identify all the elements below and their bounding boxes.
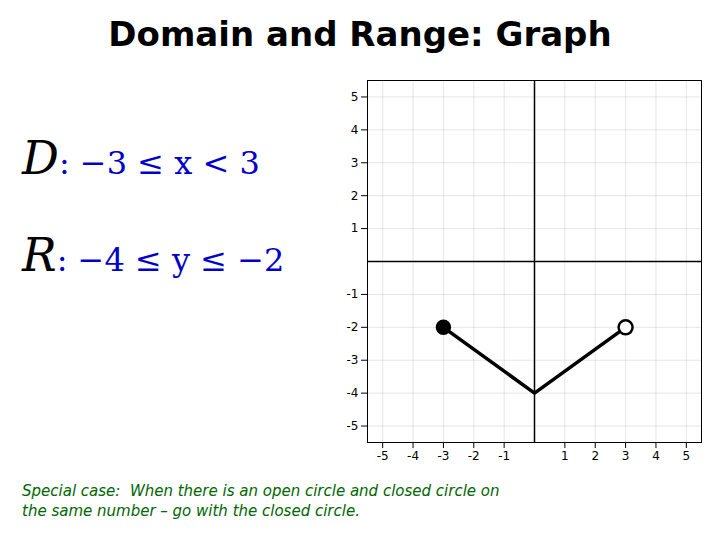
- svg-text:3: 3: [622, 449, 630, 463]
- svg-text:2: 2: [351, 189, 359, 203]
- svg-text:-1: -1: [498, 449, 510, 463]
- svg-text:4: 4: [351, 123, 359, 137]
- html-text:R: −4 ≤ y ≤ −2: R: −4 ≤ y ≤ −2: [22, 228, 285, 282]
- svg-text:-2: -2: [347, 320, 359, 334]
- svg-text:1: 1: [351, 221, 359, 235]
- svg-text:-5: -5: [347, 419, 359, 433]
- html-text:Special case: When there is an: Special case: When there is an open circ…: [22, 482, 500, 520]
- svg-text:1: 1: [561, 449, 569, 463]
- html-text:Domain and Range: Graph: Domain and Range: Graph: [108, 14, 612, 54]
- svg-text:-4: -4: [407, 449, 419, 463]
- svg-text:-3: -3: [347, 353, 359, 367]
- svg-text:-1: -1: [347, 287, 359, 301]
- svg-text:-2: -2: [468, 449, 480, 463]
- svg-text:5: 5: [682, 449, 690, 463]
- svg-text:4: 4: [652, 449, 660, 463]
- svg-text:5: 5: [351, 90, 359, 104]
- svg-text:-5: -5: [377, 449, 389, 463]
- svg-text:-4: -4: [347, 386, 359, 400]
- svg-text:3: 3: [351, 156, 359, 170]
- html-text:D: −3 ≤ x < 3: D: −3 ≤ x < 3: [22, 131, 260, 185]
- svg-text:-3: -3: [437, 449, 449, 463]
- svg-text:2: 2: [591, 449, 599, 463]
